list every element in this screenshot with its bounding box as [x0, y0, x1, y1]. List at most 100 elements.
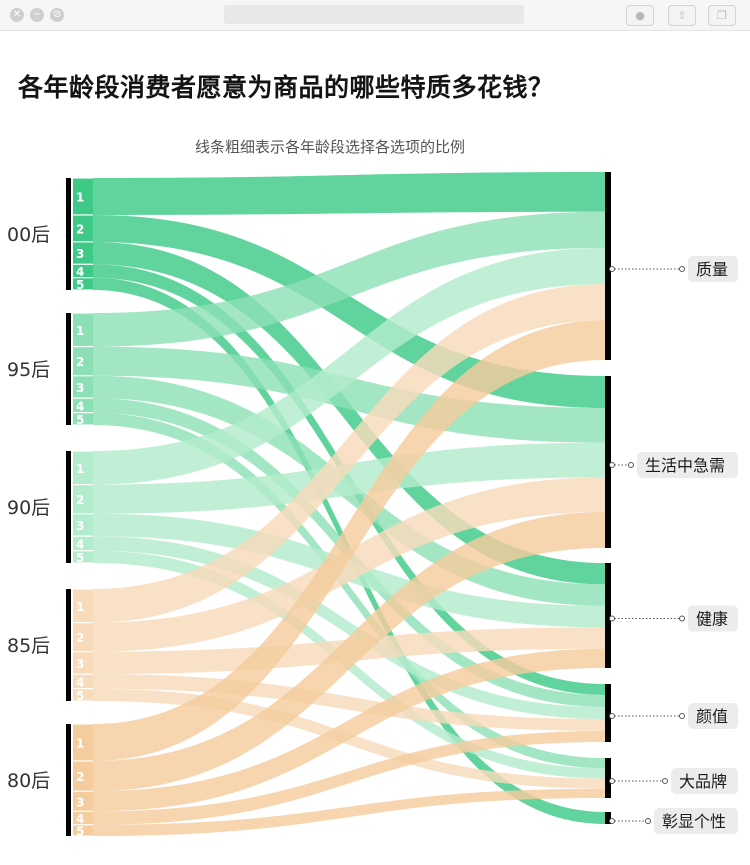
- target-bar: [605, 172, 611, 360]
- option-number-box: [73, 347, 93, 376]
- option-number-box: [73, 825, 93, 836]
- close-icon[interactable]: ✕: [10, 8, 24, 22]
- source-label: 90后: [7, 497, 50, 519]
- connector-start-dot: [609, 615, 615, 622]
- minimize-icon[interactable]: −: [30, 8, 44, 22]
- option-number-box: [73, 242, 93, 264]
- sankey-links: [93, 172, 605, 836]
- connector-end-dot: [645, 818, 651, 824]
- connector-end-dot: [679, 266, 685, 272]
- option-number-box: [73, 589, 93, 622]
- option-number-label: 2: [76, 770, 84, 784]
- source-label: 95后: [7, 359, 50, 381]
- connector-start-dot: [609, 713, 615, 719]
- target-label-box: [688, 605, 738, 632]
- window-icon[interactable]: ❐: [708, 5, 736, 26]
- target-label: 质量: [696, 260, 728, 279]
- chart-subtitle: 线条粗细表示各年龄段选择各选项的比例: [194, 138, 465, 156]
- option-number-box: [73, 689, 93, 701]
- option-number-box: [73, 674, 93, 689]
- option-number-label: 4: [76, 537, 84, 551]
- window-titlebar: ✕ − ⊘ ● ⇧ ❐: [0, 0, 750, 31]
- connector-start-dot: [609, 778, 615, 784]
- option-number-label: 1: [76, 324, 84, 338]
- target-label: 颜值: [696, 707, 728, 726]
- sankey-link: [93, 284, 605, 623]
- option-number-box: [73, 791, 93, 811]
- option-number-label: 1: [76, 190, 84, 204]
- option-number-box: [73, 413, 93, 425]
- option-number-label: 4: [76, 265, 84, 279]
- connector-end-dot: [662, 778, 668, 784]
- option-number-label: 1: [76, 600, 84, 614]
- sankey-link: [93, 648, 605, 812]
- target-label-box: [654, 808, 738, 834]
- sankey-link: [93, 788, 605, 836]
- sankey-link: [93, 412, 605, 769]
- option-number-box: [73, 215, 93, 242]
- option-number-box: [73, 623, 93, 652]
- chart-title: 各年龄段消费者愿意为商品的哪些特质多花钱？: [18, 73, 554, 102]
- source-bar: [66, 451, 71, 563]
- option-number-label: 5: [76, 413, 84, 427]
- sankey-link: [93, 172, 605, 215]
- option-number-box: [73, 652, 93, 674]
- sankey-link: [93, 247, 605, 485]
- option-number-box: [73, 811, 93, 825]
- maximize-icon[interactable]: ⊘: [50, 8, 64, 22]
- target-bar: [605, 812, 611, 824]
- record-icon[interactable]: ●: [626, 5, 654, 26]
- option-number-label: 1: [76, 736, 84, 750]
- option-number-box: [73, 761, 93, 791]
- sankey-link: [93, 214, 605, 408]
- option-number-label: 2: [76, 493, 84, 507]
- option-number-box: [73, 313, 93, 346]
- option-number-box: [73, 376, 93, 398]
- connector-end-dot: [628, 462, 634, 468]
- option-number-label: 5: [76, 551, 84, 565]
- source-label: 80后: [7, 770, 50, 792]
- option-number-label: 4: [76, 812, 84, 826]
- target-label: 大品牌: [679, 772, 727, 791]
- connector-end-dot: [679, 713, 685, 719]
- target-label-box: [671, 768, 738, 794]
- target-bar: [605, 758, 611, 798]
- target-bar: [605, 684, 611, 742]
- option-number-label: 3: [76, 381, 84, 395]
- option-number-label: 3: [76, 519, 84, 533]
- target-label: 健康: [696, 610, 728, 629]
- option-number-label: 2: [76, 222, 84, 236]
- option-number-label: 3: [76, 657, 84, 671]
- sankey-link: [93, 477, 605, 652]
- option-number-box: [73, 264, 93, 278]
- target-label-box: [688, 256, 738, 282]
- sankey-link: [93, 536, 605, 719]
- option-number-label: 1: [76, 462, 84, 476]
- source-bar: [66, 178, 71, 290]
- share-icon[interactable]: ⇧: [668, 5, 696, 26]
- option-number-label: 4: [76, 399, 84, 413]
- option-number-label: 5: [76, 278, 84, 292]
- target-bar: [605, 563, 611, 668]
- source-label: 00后: [7, 224, 50, 246]
- option-number-label: 4: [76, 675, 84, 689]
- sankey-link: [93, 346, 605, 443]
- sankey-link: [93, 211, 605, 347]
- target-label: 彰显个性: [662, 812, 726, 831]
- target-label-box: [637, 452, 738, 478]
- address-bar[interactable]: [224, 5, 524, 24]
- option-number-label: 3: [76, 795, 84, 809]
- connector-start-dot: [609, 818, 615, 824]
- source-bar: [66, 589, 71, 701]
- sankey-link: [93, 442, 605, 514]
- option-number-label: 3: [76, 247, 84, 261]
- option-number-box: [73, 398, 93, 413]
- target-label: 生活中急需: [645, 456, 725, 475]
- connector-end-dot: [679, 615, 685, 622]
- option-number-box: [73, 551, 93, 563]
- option-number-label: 2: [76, 631, 84, 645]
- connector-start-dot: [609, 462, 615, 468]
